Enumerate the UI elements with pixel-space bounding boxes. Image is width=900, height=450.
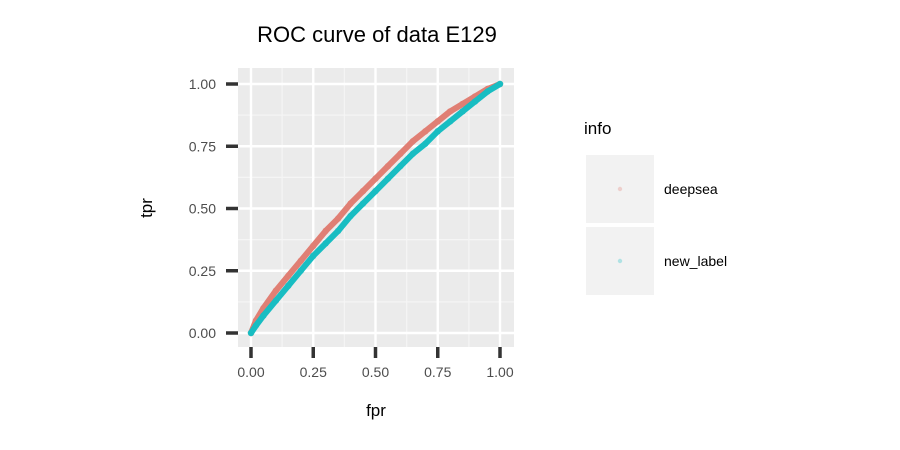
data-point-deepsea <box>409 138 417 145</box>
data-point-new-label <box>347 212 354 220</box>
data-point-deepsea <box>334 215 342 222</box>
y-tick-label: 0.25 <box>189 263 216 279</box>
data-point-deepsea <box>459 100 466 108</box>
data-point-new-label <box>422 140 429 147</box>
data-point-new-label <box>496 80 504 88</box>
legend-key-deepsea <box>586 155 654 223</box>
series-new-label <box>247 80 504 337</box>
data-point-deepsea <box>434 118 441 125</box>
series-line-new-label <box>248 81 503 336</box>
series-layer <box>247 80 504 337</box>
x-tick-label: 0.00 <box>237 364 264 380</box>
x-tick-label: 0.25 <box>300 364 327 380</box>
data-point-deepsea <box>322 227 329 235</box>
y-tick-label: 1.00 <box>189 76 216 92</box>
data-point-deepsea <box>422 128 429 135</box>
data-point-deepsea <box>272 287 280 294</box>
y-tick-label: 0.50 <box>189 201 216 217</box>
data-point-new-label <box>484 88 491 95</box>
data-point-new-label <box>297 267 304 274</box>
legend: info deepsea new_label <box>584 119 727 295</box>
data-point-new-label <box>459 108 466 115</box>
x-tick-label: 0.75 <box>424 364 451 380</box>
legend-marker-new-label <box>617 258 623 264</box>
data-point-new-label <box>247 329 255 337</box>
data-point-deepsea <box>347 200 354 207</box>
y-tick-label: 0.75 <box>189 138 216 154</box>
data-point-deepsea <box>372 175 379 182</box>
data-point-new-label <box>471 98 479 105</box>
chart-title: ROC curve of data E129 <box>257 22 497 47</box>
x-axis: 0.00 0.25 0.50 0.75 1.00 <box>237 347 514 380</box>
data-point-new-label <box>322 240 329 247</box>
data-point-new-label <box>447 118 454 125</box>
data-point-new-label <box>359 200 367 207</box>
data-point-new-label <box>252 322 260 329</box>
legend-title: info <box>584 119 611 138</box>
data-point-new-label <box>260 312 267 319</box>
data-point-new-label <box>272 297 280 304</box>
data-point-new-label <box>384 175 392 182</box>
data-point-deepsea <box>359 187 367 195</box>
data-point-new-label <box>372 187 379 195</box>
data-point-deepsea <box>447 108 454 115</box>
x-tick-label: 0.50 <box>362 364 389 380</box>
data-point-deepsea <box>384 162 392 170</box>
data-point-new-label <box>285 282 292 289</box>
data-point-new-label <box>409 150 417 157</box>
data-point-deepsea <box>297 257 304 264</box>
legend-label-deepsea: deepsea <box>664 181 718 197</box>
legend-key-new-label <box>586 227 654 295</box>
data-point-new-label <box>434 128 441 135</box>
series-line-deepsea <box>248 81 503 336</box>
y-tick-label: 0.00 <box>189 325 216 341</box>
data-point-new-label <box>310 252 317 260</box>
x-axis-title: fpr <box>366 401 386 420</box>
data-point-deepsea <box>285 272 292 279</box>
legend-marker-deepsea <box>617 186 623 192</box>
data-point-deepsea <box>310 242 317 250</box>
y-axis-title: tpr <box>137 198 156 218</box>
y-axis: 0.00 0.25 0.50 0.75 1.00 <box>189 76 238 341</box>
data-point-new-label <box>397 162 404 170</box>
major-gridlines <box>238 68 514 347</box>
data-point-deepsea <box>397 150 404 157</box>
legend-label-new-label: new_label <box>664 253 727 269</box>
data-point-new-label <box>334 227 342 235</box>
x-tick-label: 1.00 <box>486 364 513 380</box>
